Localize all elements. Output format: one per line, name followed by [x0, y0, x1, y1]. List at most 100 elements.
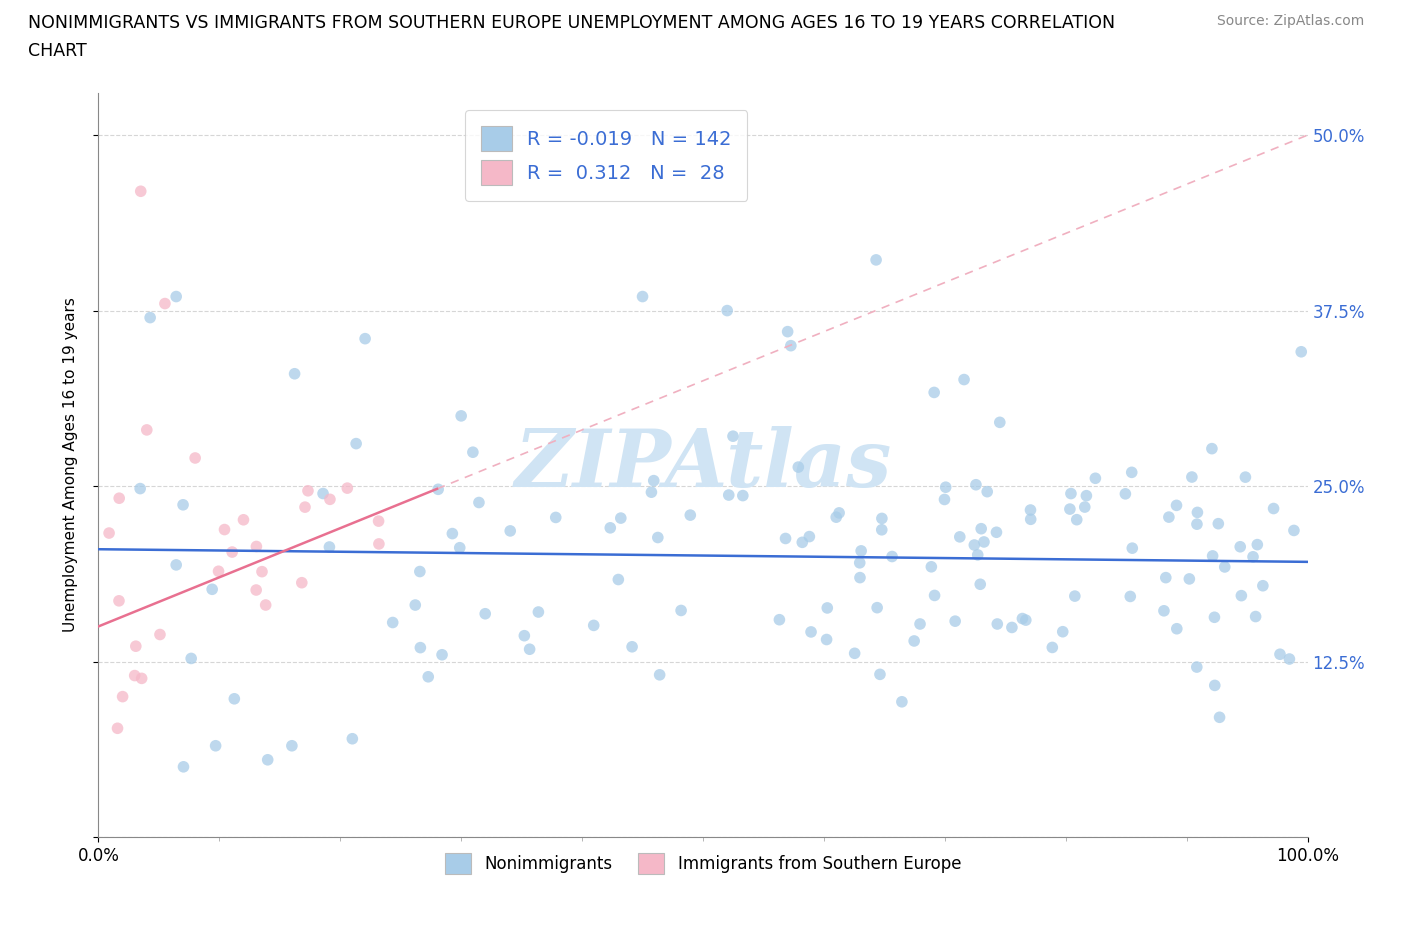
Point: [599, 521, 621, 536]
Point: [111, 689, 134, 704]
Point: [108, 593, 131, 608]
Point: [800, 624, 823, 639]
Point: [221, 545, 243, 560]
Point: [1040, 640, 1063, 655]
Point: [544, 510, 567, 525]
Point: [1241, 550, 1264, 565]
Point: [418, 670, 440, 684]
Point: [721, 429, 744, 444]
Point: [903, 633, 925, 648]
Point: [297, 484, 319, 498]
Point: [135, 422, 157, 437]
Point: [1074, 499, 1097, 514]
Point: [245, 582, 267, 597]
Point: [1185, 659, 1208, 674]
Point: [1019, 502, 1042, 517]
Point: [450, 408, 472, 423]
Point: [849, 570, 872, 585]
Point: [184, 450, 207, 465]
Point: [1187, 505, 1209, 520]
Point: [1059, 501, 1081, 516]
Point: [648, 668, 671, 683]
Point: [527, 604, 550, 619]
Point: [344, 436, 367, 451]
Point: [1063, 589, 1085, 604]
Point: [815, 601, 838, 616]
Point: [499, 524, 522, 538]
Point: [631, 289, 654, 304]
Point: [1204, 678, 1226, 693]
Point: [409, 565, 432, 579]
Point: [381, 615, 404, 630]
Point: [449, 540, 471, 555]
Point: [312, 486, 335, 501]
Point: [986, 617, 1008, 631]
Point: [125, 639, 148, 654]
Point: [1154, 570, 1177, 585]
Point: [866, 600, 889, 615]
Point: [775, 531, 797, 546]
Legend: Nonimmigrants, Immigrants from Southern Europe: Nonimmigrants, Immigrants from Southern …: [439, 846, 967, 881]
Point: [582, 618, 605, 632]
Point: [973, 535, 995, 550]
Point: [1157, 510, 1180, 525]
Point: [1178, 571, 1201, 586]
Point: [870, 511, 893, 525]
Point: [908, 617, 931, 631]
Point: [1119, 589, 1142, 604]
Point: [129, 184, 152, 199]
Point: [1229, 539, 1251, 554]
Point: [224, 691, 246, 706]
Point: [207, 564, 229, 578]
Point: [849, 543, 872, 558]
Point: [291, 576, 314, 591]
Point: [172, 498, 194, 512]
Point: [643, 473, 665, 488]
Point: [963, 538, 986, 552]
Point: [621, 639, 644, 654]
Point: [679, 508, 702, 523]
Point: [367, 513, 389, 528]
Point: [953, 372, 976, 387]
Point: [1166, 498, 1188, 512]
Point: [367, 537, 389, 551]
Point: [828, 505, 851, 520]
Point: [180, 651, 202, 666]
Point: [319, 492, 342, 507]
Point: [165, 557, 187, 572]
Point: [1278, 652, 1301, 667]
Point: [1234, 470, 1257, 485]
Point: [250, 565, 273, 579]
Point: [1213, 560, 1236, 575]
Point: [731, 488, 754, 503]
Point: [869, 667, 891, 682]
Point: [965, 477, 987, 492]
Point: [1268, 646, 1291, 661]
Point: [342, 731, 364, 746]
Point: [1076, 488, 1098, 503]
Point: [1201, 549, 1223, 564]
Point: [1011, 611, 1033, 626]
Point: [717, 487, 740, 502]
Point: [1084, 471, 1107, 485]
Point: [1060, 486, 1083, 501]
Point: [256, 752, 278, 767]
Point: [284, 366, 307, 381]
Y-axis label: Unemployment Among Ages 16 to 19 years: Unemployment Among Ages 16 to 19 years: [63, 298, 77, 632]
Point: [647, 530, 669, 545]
Point: [430, 647, 453, 662]
Point: [1244, 609, 1267, 624]
Point: [124, 668, 146, 683]
Point: [1185, 517, 1208, 532]
Point: [254, 598, 277, 613]
Text: Source: ZipAtlas.com: Source: ZipAtlas.com: [1216, 14, 1364, 28]
Point: [1289, 344, 1312, 359]
Point: [880, 549, 903, 564]
Point: [844, 645, 866, 660]
Point: [1019, 512, 1042, 526]
Point: [986, 525, 1008, 539]
Point: [970, 521, 993, 536]
Point: [669, 603, 692, 618]
Point: [1121, 540, 1143, 555]
Point: [1208, 516, 1230, 531]
